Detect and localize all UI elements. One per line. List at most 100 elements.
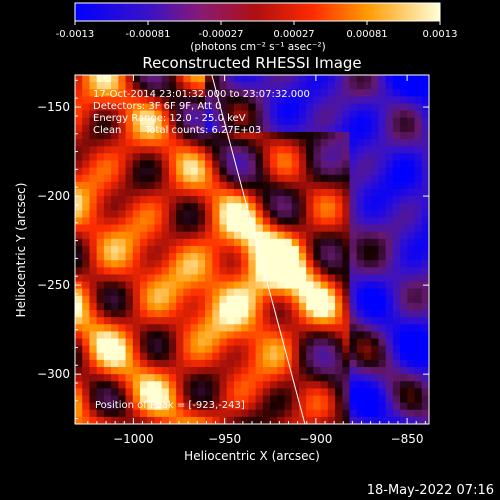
heatmap-cell <box>262 416 271 424</box>
heatmap-cell <box>125 245 134 254</box>
heatmap-cell <box>313 367 322 375</box>
heatmap-cell <box>75 388 83 397</box>
heatmap-cell <box>392 253 401 261</box>
heatmap-cell <box>168 174 177 183</box>
heatmap-cell <box>241 231 249 240</box>
heatmap-cell <box>125 352 134 361</box>
heatmap-cell <box>306 331 314 340</box>
heatmap-cell <box>262 153 271 162</box>
heatmap-cell <box>89 139 98 147</box>
heatmap-cell <box>262 238 271 247</box>
heatmap-cell <box>226 160 235 169</box>
heatmap-cell <box>371 210 380 219</box>
heatmap-cell <box>147 352 156 361</box>
heatmap-cell <box>277 224 286 233</box>
heatmap-cell <box>248 231 257 240</box>
heatmap-cell <box>205 160 213 169</box>
heatmap-cell <box>176 310 184 318</box>
heatmap-cell <box>226 196 235 204</box>
heatmap-cell <box>89 103 98 112</box>
heatmap-cell <box>342 75 351 83</box>
heatmap-cell <box>205 381 213 389</box>
heatmap-cell <box>89 338 98 347</box>
heatmap-cell <box>219 374 228 382</box>
heatmap-cell <box>176 245 184 254</box>
heatmap-cell <box>233 203 242 211</box>
heatmap-cell <box>255 324 264 333</box>
heatmap-cell <box>96 324 105 333</box>
heatmap-cell <box>154 381 163 389</box>
heatmap-cell <box>241 388 249 397</box>
heatmap-cell <box>270 253 278 261</box>
heatmap-cell <box>320 388 329 397</box>
heatmap-cell <box>363 324 372 333</box>
heatmap-cell <box>168 288 177 297</box>
heatmap-cell <box>82 174 91 183</box>
heatmap-cell <box>140 153 148 162</box>
heatmap-cell <box>262 352 271 361</box>
heatmap-cell <box>118 217 127 226</box>
heatmap-cell <box>248 146 257 154</box>
heatmap-cell <box>241 96 249 105</box>
heatmap-cell <box>291 416 300 424</box>
heatmap-cell <box>111 267 119 276</box>
heatmap-cell <box>219 167 228 176</box>
heatmap-cell <box>298 181 307 190</box>
heatmap-cell <box>168 388 177 397</box>
heatmap-cell <box>168 217 177 226</box>
heatmap-cell <box>168 245 177 254</box>
heatmap-cell <box>205 281 213 290</box>
heatmap-cell <box>233 82 242 90</box>
heatmap-cell <box>277 117 286 126</box>
heatmap-cell <box>176 388 184 397</box>
heatmap-cell <box>400 302 408 311</box>
heatmap-cell <box>392 160 401 169</box>
heatmap-cell <box>248 245 257 254</box>
heatmap-cell <box>363 117 372 126</box>
heatmap-cell <box>335 245 343 254</box>
heatmap-cell <box>168 82 177 90</box>
heatmap-cell <box>407 196 416 204</box>
heatmap-cell <box>248 402 257 411</box>
heatmap-cell <box>421 196 429 204</box>
heatmap-cell <box>363 231 372 240</box>
heatmap-cell <box>103 274 112 283</box>
heatmap-cell <box>82 310 91 318</box>
heatmap-cell <box>363 302 372 311</box>
heatmap-cell <box>103 367 112 375</box>
heatmap-cell <box>111 167 119 176</box>
heatmap-cell <box>161 217 170 226</box>
heatmap-cell <box>284 117 293 126</box>
heatmap-cell <box>125 317 134 325</box>
heatmap-cell <box>298 402 307 411</box>
heatmap-cell <box>371 174 380 183</box>
heatmap-cell <box>154 203 163 211</box>
heatmap-cell <box>371 302 380 311</box>
heatmap-cell <box>298 131 307 140</box>
heatmap-cell <box>190 338 199 347</box>
heatmap-cell <box>111 231 119 240</box>
heatmap-cell <box>392 388 401 397</box>
heatmap-cell <box>356 288 365 297</box>
heatmap-cell <box>335 103 343 112</box>
heatmap-cell <box>233 416 242 424</box>
heatmap-cell <box>313 416 322 424</box>
heatmap-cell <box>407 131 416 140</box>
heatmap-cell <box>327 181 336 190</box>
heatmap-cell <box>284 110 293 119</box>
heatmap-cell <box>277 345 286 354</box>
heatmap-cell <box>233 117 242 126</box>
heatmap-cell <box>421 310 429 318</box>
heatmap-cell <box>103 217 112 226</box>
heatmap-cell <box>190 174 199 183</box>
heatmap-cell <box>197 181 206 190</box>
heatmap-cell <box>306 245 314 254</box>
heatmap-cell <box>342 367 351 375</box>
heatmap-cell <box>183 359 192 368</box>
heatmap-cell <box>342 160 351 169</box>
heatmap-cell <box>82 245 91 254</box>
heatmap-cell <box>291 310 300 318</box>
heatmap-cell <box>378 217 387 226</box>
heatmap-cell <box>371 374 380 382</box>
heatmap-cell <box>82 288 91 297</box>
